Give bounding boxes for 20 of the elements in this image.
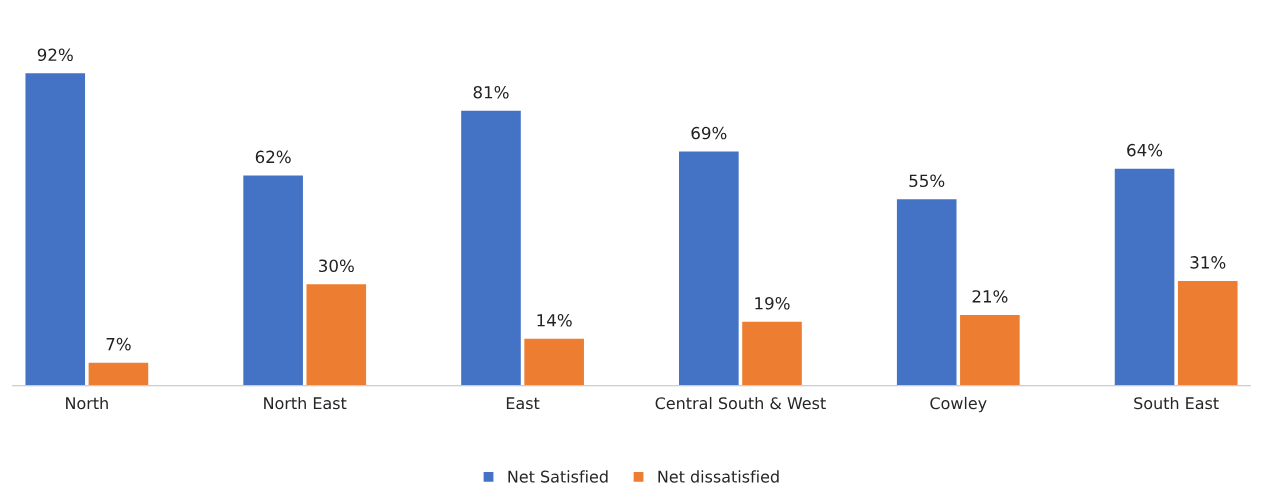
data-label: 62%: [255, 150, 291, 164]
legend-label: Net dissatisfied: [658, 470, 779, 483]
data-label: 21%: [972, 290, 1008, 303]
data-label: 55%: [909, 174, 945, 188]
data-label: 30%: [319, 259, 354, 273]
data-label: 7%: [106, 337, 131, 351]
data-label: 31%: [1190, 256, 1226, 269]
x-tick-label: East: [506, 397, 540, 410]
x-tick-label: South East: [1134, 396, 1219, 410]
legend-label: Net Satisfied: [508, 470, 608, 483]
data-label: 69%: [691, 126, 727, 140]
x-tick-label: Cowley: [930, 396, 987, 413]
x-tick-label: North East: [264, 396, 347, 410]
x-tick-label: Central South & West: [655, 396, 826, 410]
data-label: 81%: [473, 85, 509, 99]
data-label: 64%: [1127, 143, 1163, 157]
data-label: 14%: [537, 313, 572, 327]
data-label: 19%: [755, 296, 790, 310]
data-label: 92%: [37, 48, 73, 62]
x-tick-label: North: [66, 396, 108, 410]
